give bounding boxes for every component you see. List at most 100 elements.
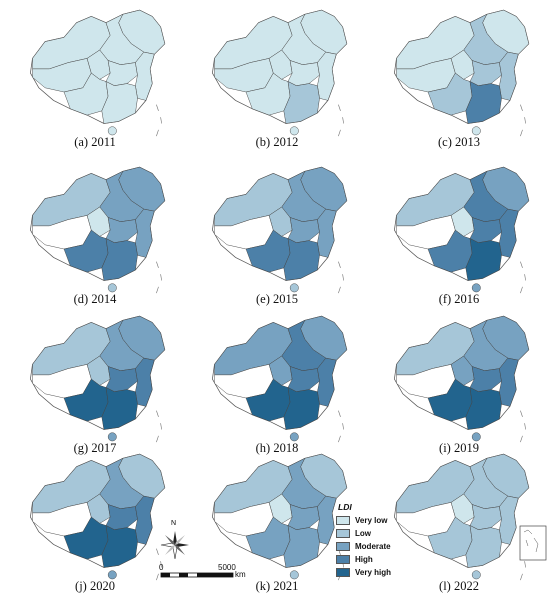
panel-caption: (f) 2016 xyxy=(438,292,480,306)
region-hn xyxy=(289,570,299,580)
legend-swatch xyxy=(336,542,350,551)
region-hn xyxy=(289,126,299,136)
legend-item: Low xyxy=(336,527,422,540)
legend-item: High xyxy=(336,553,422,566)
map-panel: (l) 2022 xyxy=(368,448,550,598)
scale-max-label: 5000 xyxy=(218,563,236,572)
legend-title: LDI xyxy=(338,502,352,512)
panel-caption: (j) 2020 xyxy=(75,579,115,593)
china-map xyxy=(394,166,530,294)
legend-label: Very low xyxy=(355,516,388,525)
region-e xyxy=(135,495,155,545)
region-hn xyxy=(471,126,481,136)
panel-caption: (c) 2013 xyxy=(438,135,480,149)
region-s xyxy=(465,525,502,568)
region-s xyxy=(283,238,320,281)
south-sea-islands xyxy=(338,104,344,137)
legend-swatch xyxy=(336,529,350,538)
legend-swatch xyxy=(336,516,350,525)
china-map xyxy=(394,9,530,137)
region-s xyxy=(283,81,320,124)
south-sea-islands xyxy=(156,261,162,294)
panel-caption: (a) 2011 xyxy=(74,135,116,149)
region-hn xyxy=(289,283,299,293)
region-hn xyxy=(107,570,117,580)
region-e xyxy=(499,357,519,407)
legend-swatch xyxy=(336,555,350,564)
map-panel: (b) 2012 xyxy=(186,4,368,154)
south-sea-islands xyxy=(338,261,344,294)
compass-icon xyxy=(160,531,189,560)
region-s xyxy=(465,238,502,281)
region-hn xyxy=(107,126,117,136)
china-map xyxy=(212,166,348,294)
legend-item: Moderate xyxy=(336,540,422,553)
china-map xyxy=(394,315,530,443)
map-panel: (j) 2020 xyxy=(4,448,186,598)
region-e xyxy=(317,357,337,407)
region-e xyxy=(317,208,337,258)
map-panel: (h) 2018 xyxy=(186,310,368,460)
region-hn xyxy=(289,432,299,442)
inset-shoreline xyxy=(523,529,539,553)
china-map xyxy=(30,166,166,294)
region-s xyxy=(101,238,138,281)
map-panel: (g) 2017 xyxy=(4,310,186,460)
region-s xyxy=(283,387,320,430)
south-sea-islands xyxy=(520,261,526,294)
scale-bar xyxy=(160,572,234,578)
china-map xyxy=(30,315,166,443)
china-map xyxy=(212,315,348,443)
panel-caption: (h) 2018 xyxy=(255,441,299,455)
region-e xyxy=(499,51,519,101)
map-panel: (c) 2013 xyxy=(368,4,550,154)
region-s xyxy=(101,525,138,568)
legend: LDI Very low Low Moderate High Very high xyxy=(336,502,422,579)
panel-caption: (b) 2012 xyxy=(255,135,299,149)
panel-caption: (d) 2014 xyxy=(73,292,117,306)
legend-swatch xyxy=(336,568,350,577)
south-sea-islands xyxy=(156,548,162,581)
region-e xyxy=(317,51,337,101)
south-sea-islands xyxy=(156,410,162,443)
map-panel: (k) 2021 xyxy=(186,448,368,598)
region-s xyxy=(101,81,138,124)
map-panel: (a) 2011 xyxy=(4,4,186,154)
south-sea-islands xyxy=(338,410,344,443)
legend-label: Low xyxy=(355,529,371,538)
region-e xyxy=(499,208,519,258)
south-sea-inset xyxy=(519,525,547,561)
region-hn xyxy=(107,432,117,442)
scale-zero-label: 0 xyxy=(159,563,164,572)
region-e xyxy=(135,357,155,407)
legend-item: Very low xyxy=(336,514,422,527)
region-e xyxy=(135,51,155,101)
panel-caption: (g) 2017 xyxy=(73,441,117,455)
china-map xyxy=(30,9,166,137)
panel-caption: (e) 2015 xyxy=(256,292,298,306)
region-hn xyxy=(471,432,481,442)
legend-item: Very high xyxy=(336,566,422,579)
region-hn xyxy=(471,283,481,293)
legend-label: Very high xyxy=(355,568,392,577)
region-s xyxy=(283,525,320,568)
scale-unit-label: km xyxy=(235,570,246,579)
region-hn xyxy=(471,570,481,580)
region-e xyxy=(499,495,519,545)
region-e xyxy=(135,208,155,258)
map-panel: (f) 2016 xyxy=(368,161,550,311)
map-panel: (d) 2014 xyxy=(4,161,186,311)
china-map xyxy=(30,453,166,581)
map-panel: (e) 2015 xyxy=(186,161,368,311)
region-s xyxy=(101,387,138,430)
panel-caption: (i) 2019 xyxy=(439,441,479,455)
china-map xyxy=(212,453,348,581)
region-s xyxy=(465,387,502,430)
south-sea-islands xyxy=(520,410,526,443)
china-map xyxy=(394,453,547,581)
map-panel: (i) 2019 xyxy=(368,310,550,460)
region-s xyxy=(465,81,502,124)
south-sea-islands xyxy=(520,104,526,137)
panel-caption: (k) 2021 xyxy=(255,579,299,593)
